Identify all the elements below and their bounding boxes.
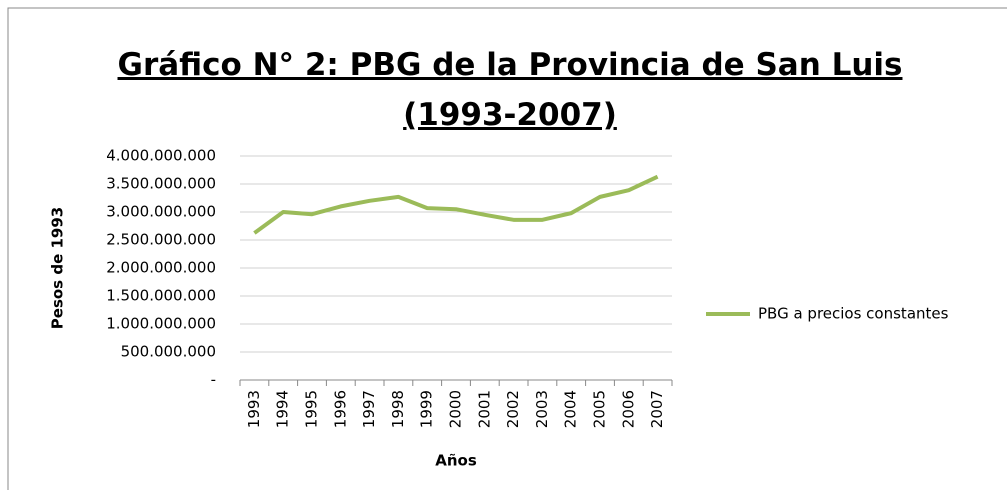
x-tick-label: 2007 bbox=[648, 390, 666, 428]
chart-frame bbox=[7, 7, 1007, 490]
chart-title: Gráfico N° 2: PBG de la Provincia de San… bbox=[117, 47, 903, 133]
y-tick-label: 1.500.000.000 bbox=[106, 287, 216, 305]
x-tick-label: 1994 bbox=[274, 390, 292, 428]
y-tick-label: 500.000.000 bbox=[121, 343, 216, 361]
y-tick-label: 1.000.000.000 bbox=[106, 315, 216, 333]
x-tick-label: 1995 bbox=[303, 390, 321, 428]
y-tick-label: 2.500.000.000 bbox=[106, 231, 216, 249]
y-tick-label: - bbox=[211, 371, 216, 389]
x-tick-label: 2004 bbox=[562, 390, 580, 428]
x-tick-label: 1996 bbox=[331, 390, 349, 428]
x-axis-label: Años bbox=[435, 452, 477, 470]
x-tick-label: 2001 bbox=[475, 390, 493, 428]
y-axis-label: Pesos de 1993 bbox=[49, 207, 67, 329]
y-tick-label: 3.000.000.000 bbox=[106, 203, 216, 221]
x-tick-label: 1993 bbox=[245, 390, 263, 428]
y-tick-label: 3.500.000.000 bbox=[106, 175, 216, 193]
x-tick-label: 1999 bbox=[418, 390, 436, 428]
x-tick-label: 2003 bbox=[533, 390, 551, 428]
x-tick-label: 2006 bbox=[619, 390, 637, 428]
x-tick-label: 1998 bbox=[389, 390, 407, 428]
data-line bbox=[253, 174, 659, 235]
x-tick-label: 1997 bbox=[360, 390, 378, 428]
legend-label: PBG a precios constantes bbox=[758, 305, 949, 323]
x-tick-label: 2000 bbox=[447, 390, 465, 428]
y-tick-label: 4.000.000.000 bbox=[106, 147, 216, 165]
x-tick-label: 2005 bbox=[591, 390, 609, 428]
x-tick-label: 2002 bbox=[504, 390, 522, 428]
y-tick-label: 2.000.000.000 bbox=[106, 259, 216, 277]
